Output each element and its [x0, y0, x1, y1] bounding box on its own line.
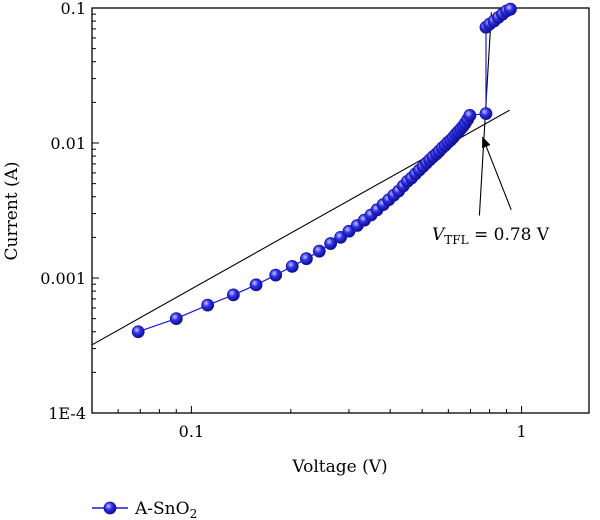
y-tick-label: 1E-4: [48, 404, 86, 423]
data-point: [463, 109, 477, 122]
legend-label: A-SnO2: [134, 499, 197, 520]
data-point: [312, 244, 326, 258]
data-point: [269, 268, 283, 282]
vtfl-annotation: VTFL = 0.78 V: [432, 136, 550, 247]
x-tick-label: 1: [517, 422, 527, 441]
legend-marker: [103, 501, 117, 515]
fit-lines: [91, 12, 510, 346]
y-tick-label: 0.001: [40, 269, 86, 288]
legend-series-name: A-SnO: [134, 499, 190, 519]
annotation-arrowhead: [482, 136, 491, 149]
y-axis-title: Current (A): [2, 162, 22, 261]
annotation-value: = 0.78 V: [469, 225, 550, 245]
x-tick-label: 0.1: [179, 422, 204, 441]
data-point: [226, 288, 240, 302]
data-point: [285, 259, 299, 273]
y-tick-label: 0.01: [50, 134, 86, 153]
data-point: [300, 252, 313, 266]
data-point: [479, 107, 493, 121]
data-point: [249, 278, 263, 292]
series-line: [138, 8, 511, 333]
data-point: [324, 237, 338, 250]
data-point: [131, 325, 145, 339]
annotation-label: VTFL = 0.78 V: [432, 225, 550, 247]
data-points: [131, 2, 517, 339]
annotation-v: V: [432, 225, 446, 245]
axis-ticks: 0.1 1 1E-4 0.001 0.01 0.1: [40, 0, 527, 441]
data-point: [169, 312, 183, 326]
data-point: [201, 298, 215, 312]
plot-frame: [91, 7, 590, 414]
legend-series-sub: 2: [190, 507, 198, 520]
annotation-sub: TFL: [444, 233, 468, 247]
y-tick-label: 0.1: [61, 0, 86, 18]
data-point: [504, 2, 517, 16]
x-axis-title: Voltage (V): [291, 457, 387, 477]
legend: A-SnO2: [92, 499, 197, 520]
annotation-arrow: [485, 146, 512, 211]
